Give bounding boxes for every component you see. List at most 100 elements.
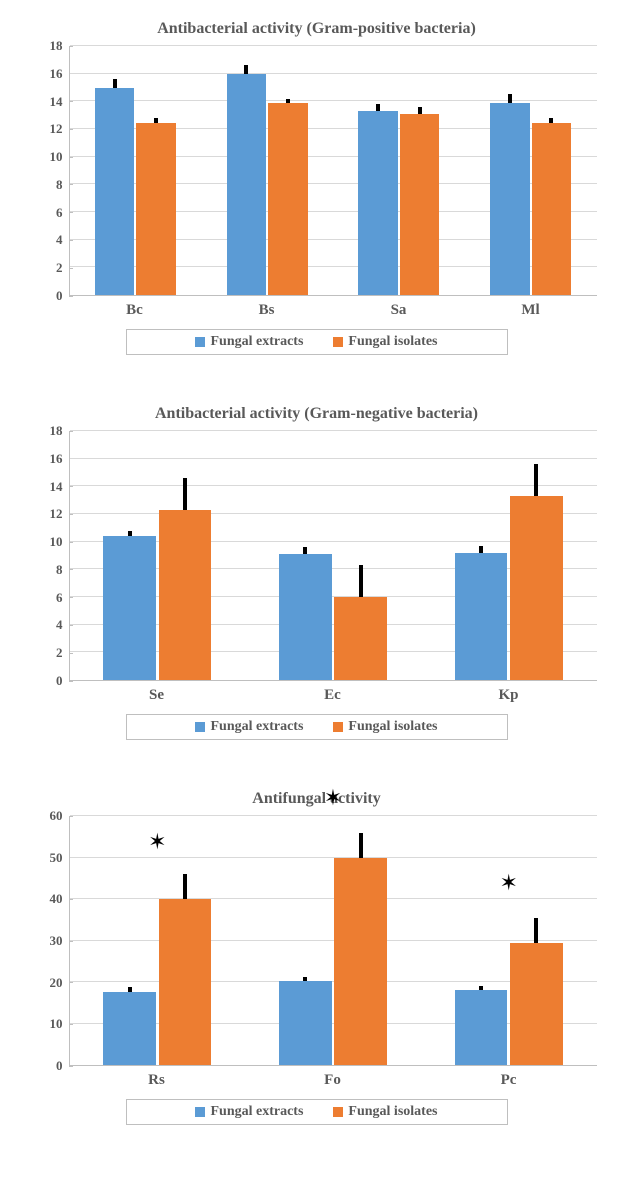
plot-wrapper: 024681012141618 bbox=[37, 46, 597, 296]
legend-swatch-icon bbox=[333, 1107, 343, 1117]
bar-series1 bbox=[455, 553, 508, 680]
y-tick-label: 8 bbox=[56, 562, 63, 578]
legend: Fungal extracts Fungal isolates bbox=[126, 329, 508, 355]
legend-label: Fungal isolates bbox=[348, 719, 437, 735]
y-tick-label: 12 bbox=[50, 506, 63, 522]
chart-title: Antifungal activity bbox=[37, 790, 597, 808]
chart2: Antibacterial activity (Gram-negative ba… bbox=[37, 405, 597, 740]
significance-star-icon: ✶ bbox=[499, 870, 517, 896]
plot-wrapper: 0102030405060✶✶✶ bbox=[37, 816, 597, 1066]
bar-series2 bbox=[510, 496, 563, 680]
y-tick-label: 50 bbox=[50, 850, 63, 866]
bar-series2 bbox=[159, 510, 212, 680]
legend-label: Fungal extracts bbox=[210, 719, 303, 735]
y-tick-label: 12 bbox=[50, 121, 63, 137]
plot-area bbox=[70, 431, 597, 681]
legend: Fungal extracts Fungal isolates bbox=[126, 714, 508, 740]
legend-label: Fungal isolates bbox=[348, 1104, 437, 1120]
y-tick-label: 0 bbox=[56, 288, 63, 304]
y-tick-label: 30 bbox=[50, 933, 63, 949]
y-tick-label: 0 bbox=[56, 673, 63, 689]
legend-label: Fungal isolates bbox=[348, 334, 437, 350]
bar-series2 bbox=[532, 123, 572, 295]
y-tick-label: 6 bbox=[56, 590, 63, 606]
y-axis: 024681012141618 bbox=[37, 431, 70, 681]
legend-item-series1: Fungal extracts bbox=[195, 334, 303, 350]
y-tick-label: 16 bbox=[50, 66, 63, 82]
y-tick-label: 2 bbox=[56, 645, 63, 661]
x-labels: BcBsSaMl bbox=[69, 302, 597, 319]
y-tick-label: 20 bbox=[50, 975, 63, 991]
bar-series2 bbox=[334, 597, 387, 680]
x-label: Rs bbox=[69, 1072, 245, 1089]
plot-area bbox=[70, 46, 597, 296]
y-axis: 0102030405060 bbox=[37, 816, 70, 1066]
y-tick-label: 16 bbox=[50, 451, 63, 467]
bar-series1 bbox=[95, 88, 135, 296]
x-label: Se bbox=[69, 687, 245, 704]
x-label: Pc bbox=[421, 1072, 597, 1089]
legend-swatch-icon bbox=[195, 1107, 205, 1117]
x-label: Ec bbox=[245, 687, 421, 704]
x-labels: SeEcKp bbox=[69, 687, 597, 704]
legend-label: Fungal extracts bbox=[210, 334, 303, 350]
y-tick-label: 18 bbox=[50, 423, 63, 439]
bar-series1 bbox=[279, 981, 332, 1065]
y-tick-label: 6 bbox=[56, 205, 63, 221]
bar-series2 bbox=[400, 114, 440, 295]
legend-item-series1: Fungal extracts bbox=[195, 719, 303, 735]
y-tick-label: 0 bbox=[56, 1058, 63, 1074]
charts-root: Antibacterial activity (Gram-positive ba… bbox=[20, 20, 613, 1125]
chart3: Antifungal activity 0 10 20 30 40 50 60 ✶✶✶ RsFoP… bbox=[37, 790, 597, 1125]
y-tick-label: 18 bbox=[50, 38, 63, 54]
bar-series1 bbox=[490, 103, 530, 295]
bar-series1 bbox=[455, 990, 508, 1065]
y-tick-label: 60 bbox=[50, 808, 63, 824]
y-tick-label: 40 bbox=[50, 891, 63, 907]
x-label: Sa bbox=[333, 302, 465, 319]
y-tick-label: 10 bbox=[50, 149, 63, 165]
bar-series2 bbox=[268, 103, 308, 295]
legend-swatch-icon bbox=[333, 337, 343, 347]
legend-swatch-icon bbox=[333, 722, 343, 732]
legend-item-series1: Fungal extracts bbox=[195, 1104, 303, 1120]
bar-series2 bbox=[136, 123, 176, 295]
chart1: Antibacterial activity (Gram-positive ba… bbox=[37, 20, 597, 355]
x-label: Fo bbox=[245, 1072, 421, 1089]
bar-series1 bbox=[279, 554, 332, 680]
plot-wrapper: 024681012141618 bbox=[37, 431, 597, 681]
bar-series1 bbox=[358, 111, 398, 295]
bars-layer bbox=[70, 46, 597, 295]
plot-area: ✶✶✶ bbox=[70, 816, 597, 1066]
x-label: Ml bbox=[465, 302, 597, 319]
y-tick-label: 14 bbox=[50, 94, 63, 110]
y-axis: 024681012141618 bbox=[37, 46, 70, 296]
y-tick-label: 4 bbox=[56, 617, 63, 633]
y-tick-label: 10 bbox=[50, 1016, 63, 1032]
legend-label: Fungal extracts bbox=[210, 1104, 303, 1120]
legend-swatch-icon bbox=[195, 337, 205, 347]
bar-series2 bbox=[334, 858, 387, 1066]
y-tick-label: 14 bbox=[50, 479, 63, 495]
chart-title: Antibacterial activity (Gram-negative ba… bbox=[37, 405, 597, 423]
bar-series2 bbox=[510, 943, 563, 1065]
bar-series1 bbox=[103, 536, 156, 680]
bar-series2 bbox=[159, 899, 212, 1065]
bars-layer bbox=[70, 431, 597, 680]
legend-item-series2: Fungal isolates bbox=[333, 719, 437, 735]
y-tick-label: 2 bbox=[56, 260, 63, 276]
y-tick-label: 8 bbox=[56, 177, 63, 193]
bars-layer: ✶✶✶ bbox=[70, 816, 597, 1065]
x-labels: RsFoPc bbox=[69, 1072, 597, 1089]
x-label: Kp bbox=[421, 687, 597, 704]
significance-star-icon: ✶ bbox=[324, 785, 342, 811]
legend-swatch-icon bbox=[195, 722, 205, 732]
bar-series1 bbox=[227, 74, 267, 295]
x-label: Bs bbox=[201, 302, 333, 319]
chart-title: Antibacterial activity (Gram-positive ba… bbox=[37, 20, 597, 38]
x-label: Bc bbox=[69, 302, 201, 319]
bar-series1 bbox=[103, 992, 156, 1065]
y-tick-label: 4 bbox=[56, 232, 63, 248]
legend-item-series2: Fungal isolates bbox=[333, 334, 437, 350]
y-tick-label: 10 bbox=[50, 534, 63, 550]
